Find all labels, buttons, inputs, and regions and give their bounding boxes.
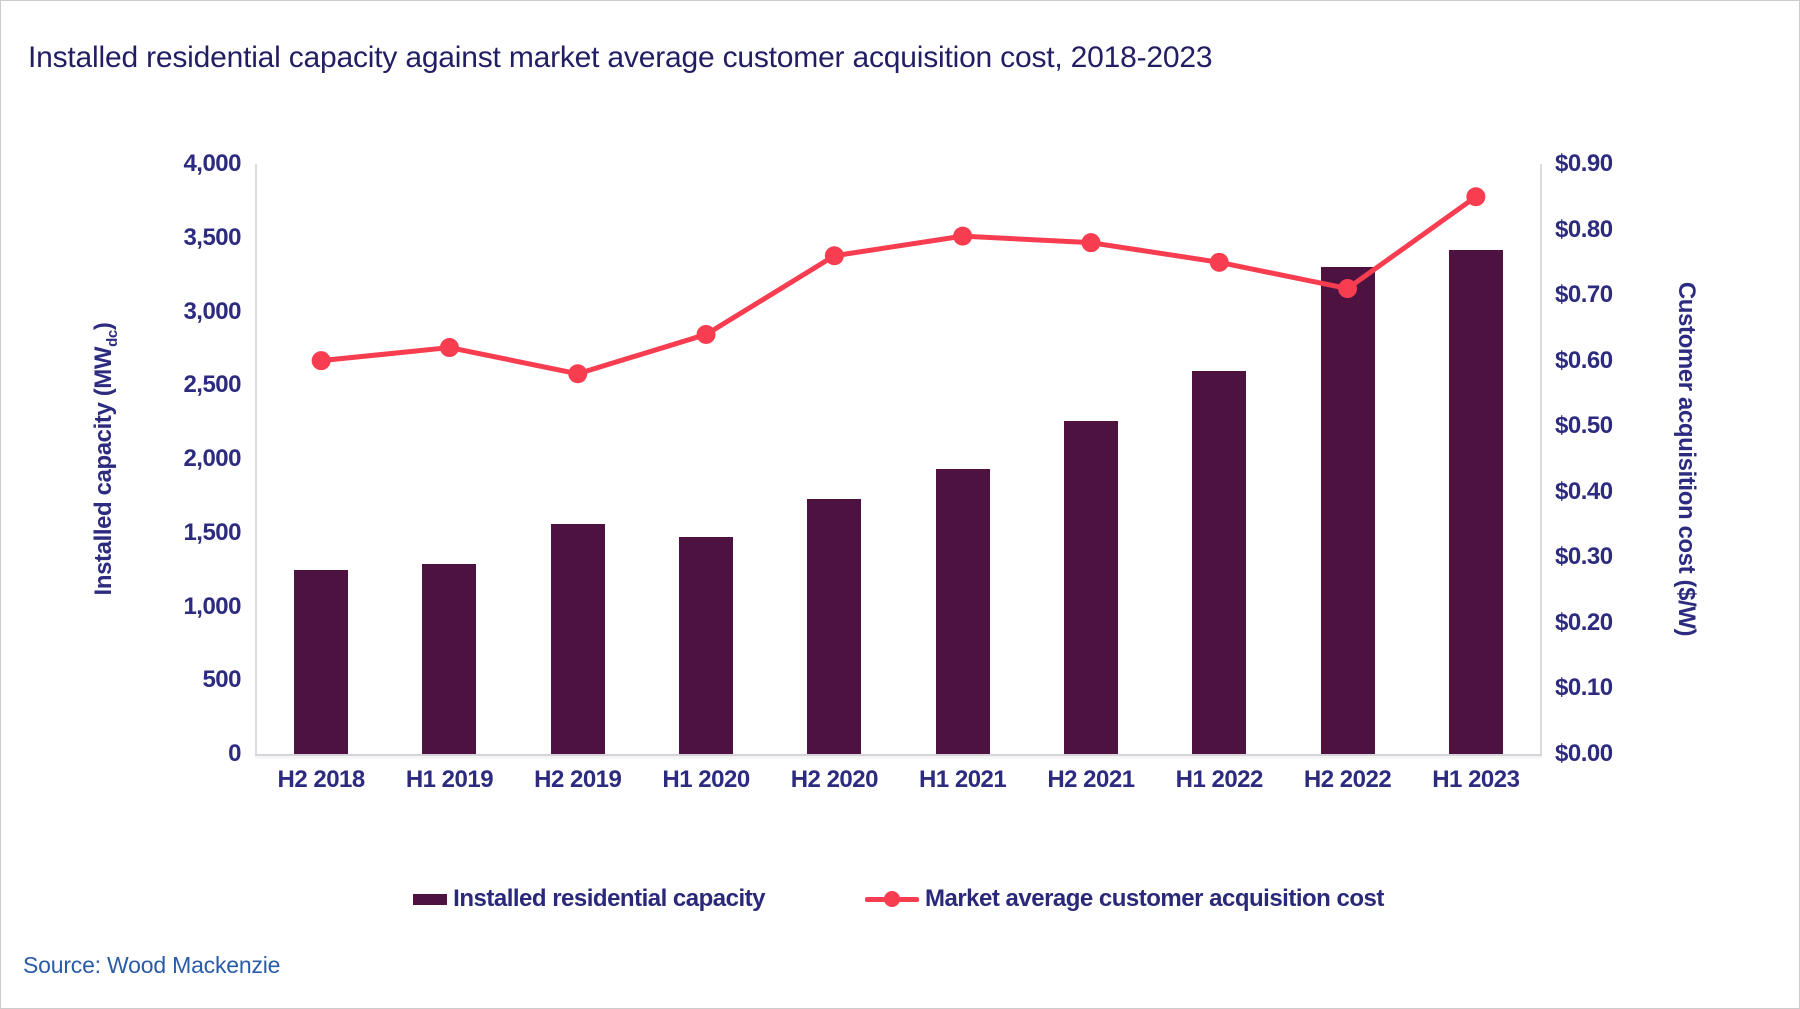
- x-axis-labels: H2 2018 H1 2019 H2 2019 H1 2020 H2 2020 H1 20…: [257, 766, 1540, 798]
- line-point-h2-2018: [311, 351, 331, 371]
- y-tick-left-3-500: 3,500: [183, 223, 241, 251]
- line-point-h2-2022: [1338, 279, 1358, 299]
- chart-title: Installed residential capacity against m…: [28, 41, 1213, 74]
- y-tick-left-3-000: 3,000: [183, 297, 241, 325]
- y-tick-left-2-000: 2,000: [183, 445, 241, 472]
- x-label-h1-2021: H1 2021: [919, 766, 1007, 793]
- x-label-h1-2019: H1 2019: [405, 766, 494, 793]
- legend-line-swatch-icon: [864, 890, 919, 908]
- x-label-h2-2019: H2 2019: [534, 766, 622, 793]
- right-axis-line: [1540, 164, 1542, 754]
- line-series: [311, 187, 1486, 384]
- y-tick-right--0-30: $0.30: [1555, 543, 1613, 571]
- x-label-h2-2021: H2 2021: [1047, 766, 1135, 793]
- x-label-h2-2022: H2 2022: [1303, 766, 1392, 793]
- x-label-h2-2020: H2 2020: [790, 766, 879, 793]
- line-point-h1-2021: [953, 226, 973, 246]
- x-label-h1-2022: H1 2022: [1175, 766, 1264, 793]
- bar-h2-2022: [1320, 267, 1375, 754]
- y-tick-left-1-000: 1,000: [183, 592, 241, 620]
- legend-item-installed-residential-capacity: Installed residential capacity: [413, 885, 765, 913]
- legend-label: Installed residential capacity: [453, 885, 765, 912]
- y-tick-left-500: 500: [202, 666, 241, 694]
- bar-h1-2022: [1192, 370, 1247, 754]
- left-axis-line: [255, 164, 257, 754]
- y-tick-left-0: 0: [228, 740, 241, 767]
- line-point-h2-2019: [568, 364, 588, 384]
- x-label-h2-2018: H2 2018: [277, 766, 366, 793]
- bar-h2-2020: [807, 498, 862, 754]
- y-tick-left-4-000: 4,000: [183, 150, 241, 177]
- legend: Installed residential capacity Market ave…: [257, 885, 1540, 913]
- bar-h1-2021: [935, 469, 990, 754]
- y-tick-left-1-500: 1,500: [183, 518, 241, 546]
- y-tick-right--0-00: $0.00: [1555, 740, 1613, 767]
- y-tick-right--0-10: $0.10: [1555, 674, 1613, 702]
- bar-h2-2021: [1063, 420, 1118, 754]
- plot-area: [255, 164, 1542, 756]
- bar-h2-2018: [294, 569, 349, 754]
- line-point-h1-2020: [696, 324, 716, 344]
- x-label-h1-2023: H1 2023: [1432, 766, 1520, 793]
- line-point-h2-2021: [1081, 233, 1101, 253]
- legend-bar-swatch-icon: [413, 893, 448, 905]
- right-axis-ticks: $0.00 $0.10 $0.20 $0.30 $0.40 $0.50 $0.60 $0.70…: [1555, 150, 1705, 767]
- x-label-h1-2020: H1 2020: [662, 766, 750, 793]
- line-point-h2-2020: [824, 246, 844, 266]
- acquisition-cost-line: [318, 194, 1479, 377]
- y-tick-right--0-50: $0.50: [1555, 412, 1613, 440]
- legend-label: Market average customer acquisition cost: [924, 885, 1384, 912]
- left-axis-ticks: 0 500 1,000 1,500 2,000 2,500 3,000 3,500 4,000: [97, 150, 241, 767]
- source-note: Source: Wood Mackenzie: [23, 952, 281, 978]
- y-tick-right--0-90: $0.90: [1555, 150, 1613, 177]
- line-point-h1-2019: [439, 338, 459, 358]
- bar-h1-2020: [679, 537, 734, 754]
- y-tick-left-2-500: 2,500: [183, 371, 241, 399]
- y-tick-right--0-20: $0.20: [1555, 608, 1613, 636]
- y-tick-right--0-40: $0.40: [1555, 477, 1613, 505]
- bar-h2-2019: [550, 523, 605, 754]
- bar-h1-2023: [1448, 249, 1503, 754]
- x-axis-line: [255, 754, 1542, 756]
- bar-h1-2019: [422, 563, 477, 754]
- y-tick-right--0-70: $0.70: [1555, 281, 1613, 309]
- y-tick-right--0-80: $0.80: [1555, 215, 1613, 243]
- legend-item-market-average-customer-acquisition-cost: Market average customer acquisition cost: [864, 885, 1384, 913]
- line-point-h1-2023: [1466, 187, 1486, 207]
- legend-line-dot: [883, 891, 900, 907]
- y-tick-right--0-60: $0.60: [1555, 346, 1613, 374]
- line-point-h1-2022: [1209, 252, 1229, 272]
